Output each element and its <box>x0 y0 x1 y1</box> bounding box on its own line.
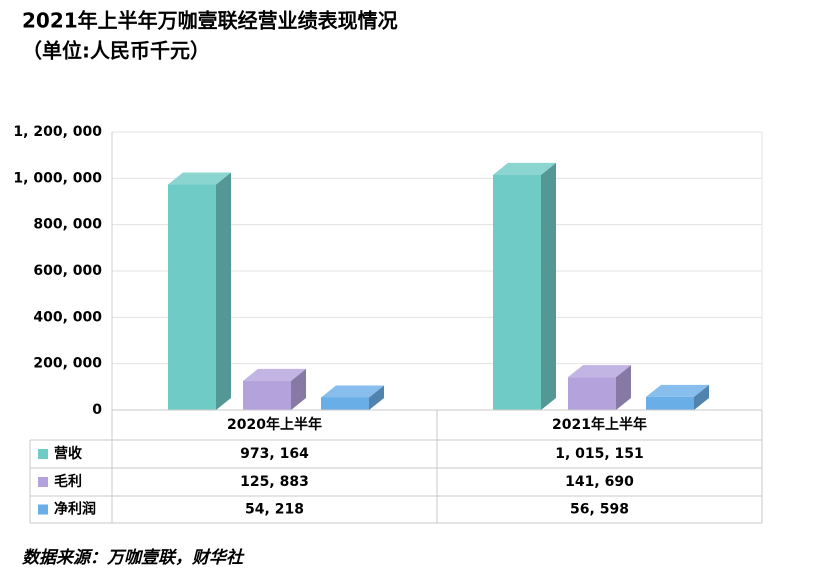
bar-side <box>216 172 231 410</box>
bar <box>321 397 369 410</box>
legend-label: 净利润 <box>54 501 96 518</box>
legend-label: 毛利 <box>54 473 82 490</box>
y-tick-label: 400, 000 <box>33 309 102 325</box>
bar-top <box>321 385 384 398</box>
legend-swatch <box>38 449 48 459</box>
bar-top <box>646 384 709 397</box>
legend-swatch <box>38 504 48 515</box>
y-tick-label: 1, 000, 000 <box>13 170 102 186</box>
bar-side <box>694 384 709 410</box>
bar-side <box>369 385 384 410</box>
y-tick-label: 200, 000 <box>33 356 102 372</box>
bar <box>243 380 291 410</box>
y-tick-label: 600, 000 <box>33 263 102 279</box>
chart-title: 2021年上半年万咖壹联经营业绩表现情况 <box>22 9 398 33</box>
table-value: 56, 598 <box>570 502 629 518</box>
bar-top <box>568 365 631 378</box>
bar-top <box>243 368 306 381</box>
y-tick-label: 800, 000 <box>33 217 102 233</box>
legend-label: 营收 <box>54 445 83 462</box>
bar-top <box>168 172 231 185</box>
y-tick-label: 1, 200, 000 <box>13 124 102 140</box>
table-value: 125, 883 <box>240 474 309 490</box>
source: 数据来源：万咖壹联，财华社 <box>22 548 245 568</box>
table-value: 54, 218 <box>245 502 304 518</box>
table-value: 1, 015, 151 <box>555 446 644 462</box>
bar <box>646 396 694 410</box>
bar <box>568 377 616 410</box>
bar <box>168 184 216 410</box>
chart-subtitle: （单位:人民币千元） <box>22 39 210 63</box>
bar <box>493 174 541 410</box>
table-value: 141, 690 <box>565 474 634 490</box>
bar-side <box>541 162 556 410</box>
legend-swatch <box>38 477 48 487</box>
x-tick-label: 2020年上半年 <box>227 416 322 433</box>
bar-top <box>493 162 556 175</box>
y-tick-label: 0 <box>92 402 102 418</box>
table-value: 973, 164 <box>240 446 309 462</box>
x-tick-label: 2021年上半年 <box>552 416 647 433</box>
bar-side <box>616 365 631 410</box>
bar-side <box>291 368 306 410</box>
